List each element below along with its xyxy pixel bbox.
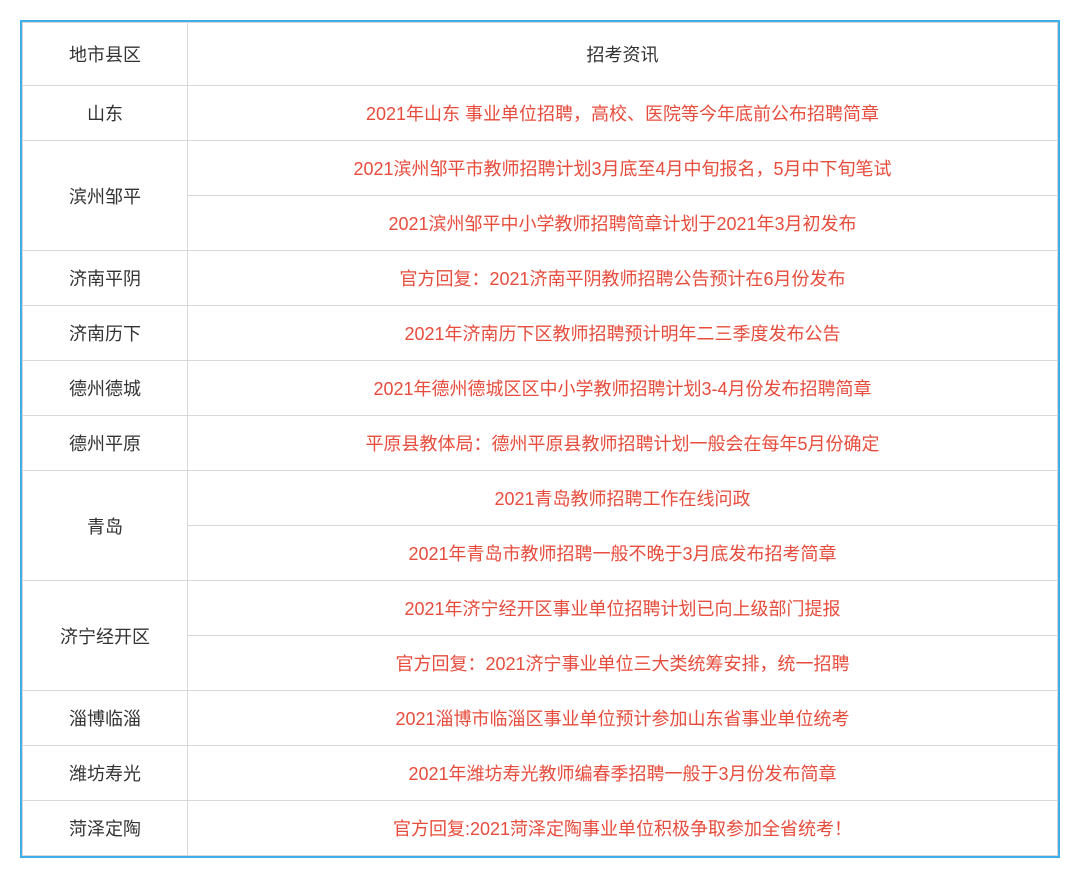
info-link[interactable]: 官方回复：2021济宁事业单位三大类统筹安排，统一招聘 bbox=[188, 636, 1058, 691]
info-link[interactable]: 2021滨州邹平中小学教师招聘简章计划于2021年3月初发布 bbox=[188, 196, 1058, 251]
table-row: 潍坊寿光2021年潍坊寿光教师编春季招聘一般于3月份发布简章 bbox=[23, 746, 1058, 801]
info-link[interactable]: 2021年济南历下区教师招聘预计明年二三季度发布公告 bbox=[188, 306, 1058, 361]
table-row: 济宁经开区2021年济宁经开区事业单位招聘计划已向上级部门提报 bbox=[23, 581, 1058, 636]
info-link[interactable]: 官方回复:2021菏泽定陶事业单位积极争取参加全省统考！ bbox=[188, 801, 1058, 856]
info-link[interactable]: 2021年青岛市教师招聘一般不晚于3月底发布招考简章 bbox=[188, 526, 1058, 581]
recruitment-table-container: 地市县区 招考资讯 山东2021年山东 事业单位招聘，高校、医院等今年底前公布招… bbox=[20, 20, 1060, 858]
region-cell: 山东 bbox=[23, 86, 188, 141]
info-link[interactable]: 2021淄博市临淄区事业单位预计参加山东省事业单位统考 bbox=[188, 691, 1058, 746]
table-row: 济南历下2021年济南历下区教师招聘预计明年二三季度发布公告 bbox=[23, 306, 1058, 361]
info-link[interactable]: 2021青岛教师招聘工作在线问政 bbox=[188, 471, 1058, 526]
recruitment-table: 地市县区 招考资讯 山东2021年山东 事业单位招聘，高校、医院等今年底前公布招… bbox=[22, 22, 1058, 856]
table-row: 菏泽定陶官方回复:2021菏泽定陶事业单位积极争取参加全省统考！ bbox=[23, 801, 1058, 856]
table-row: 青岛2021青岛教师招聘工作在线问政 bbox=[23, 471, 1058, 526]
info-link[interactable]: 2021年山东 事业单位招聘，高校、医院等今年底前公布招聘简章 bbox=[188, 86, 1058, 141]
info-link[interactable]: 2021滨州邹平市教师招聘计划3月底至4月中旬报名，5月中下旬笔试 bbox=[188, 141, 1058, 196]
table-body: 山东2021年山东 事业单位招聘，高校、医院等今年底前公布招聘简章滨州邹平202… bbox=[23, 86, 1058, 856]
region-cell: 济宁经开区 bbox=[23, 581, 188, 691]
table-row: 滨州邹平2021滨州邹平市教师招聘计划3月底至4月中旬报名，5月中下旬笔试 bbox=[23, 141, 1058, 196]
region-cell: 青岛 bbox=[23, 471, 188, 581]
info-link[interactable]: 平原县教体局：德州平原县教师招聘计划一般会在每年5月份确定 bbox=[188, 416, 1058, 471]
table-row: 淄博临淄2021淄博市临淄区事业单位预计参加山东省事业单位统考 bbox=[23, 691, 1058, 746]
region-cell: 德州德城 bbox=[23, 361, 188, 416]
region-cell: 济南平阴 bbox=[23, 251, 188, 306]
info-link[interactable]: 2021年德州德城区区中小学教师招聘计划3-4月份发布招聘简章 bbox=[188, 361, 1058, 416]
region-cell: 潍坊寿光 bbox=[23, 746, 188, 801]
table-row: 德州平原平原县教体局：德州平原县教师招聘计划一般会在每年5月份确定 bbox=[23, 416, 1058, 471]
header-info: 招考资讯 bbox=[188, 23, 1058, 86]
region-cell: 菏泽定陶 bbox=[23, 801, 188, 856]
region-cell: 济南历下 bbox=[23, 306, 188, 361]
region-cell: 德州平原 bbox=[23, 416, 188, 471]
header-region: 地市县区 bbox=[23, 23, 188, 86]
region-cell: 滨州邹平 bbox=[23, 141, 188, 251]
region-cell: 淄博临淄 bbox=[23, 691, 188, 746]
info-link[interactable]: 官方回复：2021济南平阴教师招聘公告预计在6月份发布 bbox=[188, 251, 1058, 306]
table-row: 山东2021年山东 事业单位招聘，高校、医院等今年底前公布招聘简章 bbox=[23, 86, 1058, 141]
table-row: 德州德城2021年德州德城区区中小学教师招聘计划3-4月份发布招聘简章 bbox=[23, 361, 1058, 416]
table-header-row: 地市县区 招考资讯 bbox=[23, 23, 1058, 86]
info-link[interactable]: 2021年济宁经开区事业单位招聘计划已向上级部门提报 bbox=[188, 581, 1058, 636]
info-link[interactable]: 2021年潍坊寿光教师编春季招聘一般于3月份发布简章 bbox=[188, 746, 1058, 801]
table-row: 济南平阴官方回复：2021济南平阴教师招聘公告预计在6月份发布 bbox=[23, 251, 1058, 306]
